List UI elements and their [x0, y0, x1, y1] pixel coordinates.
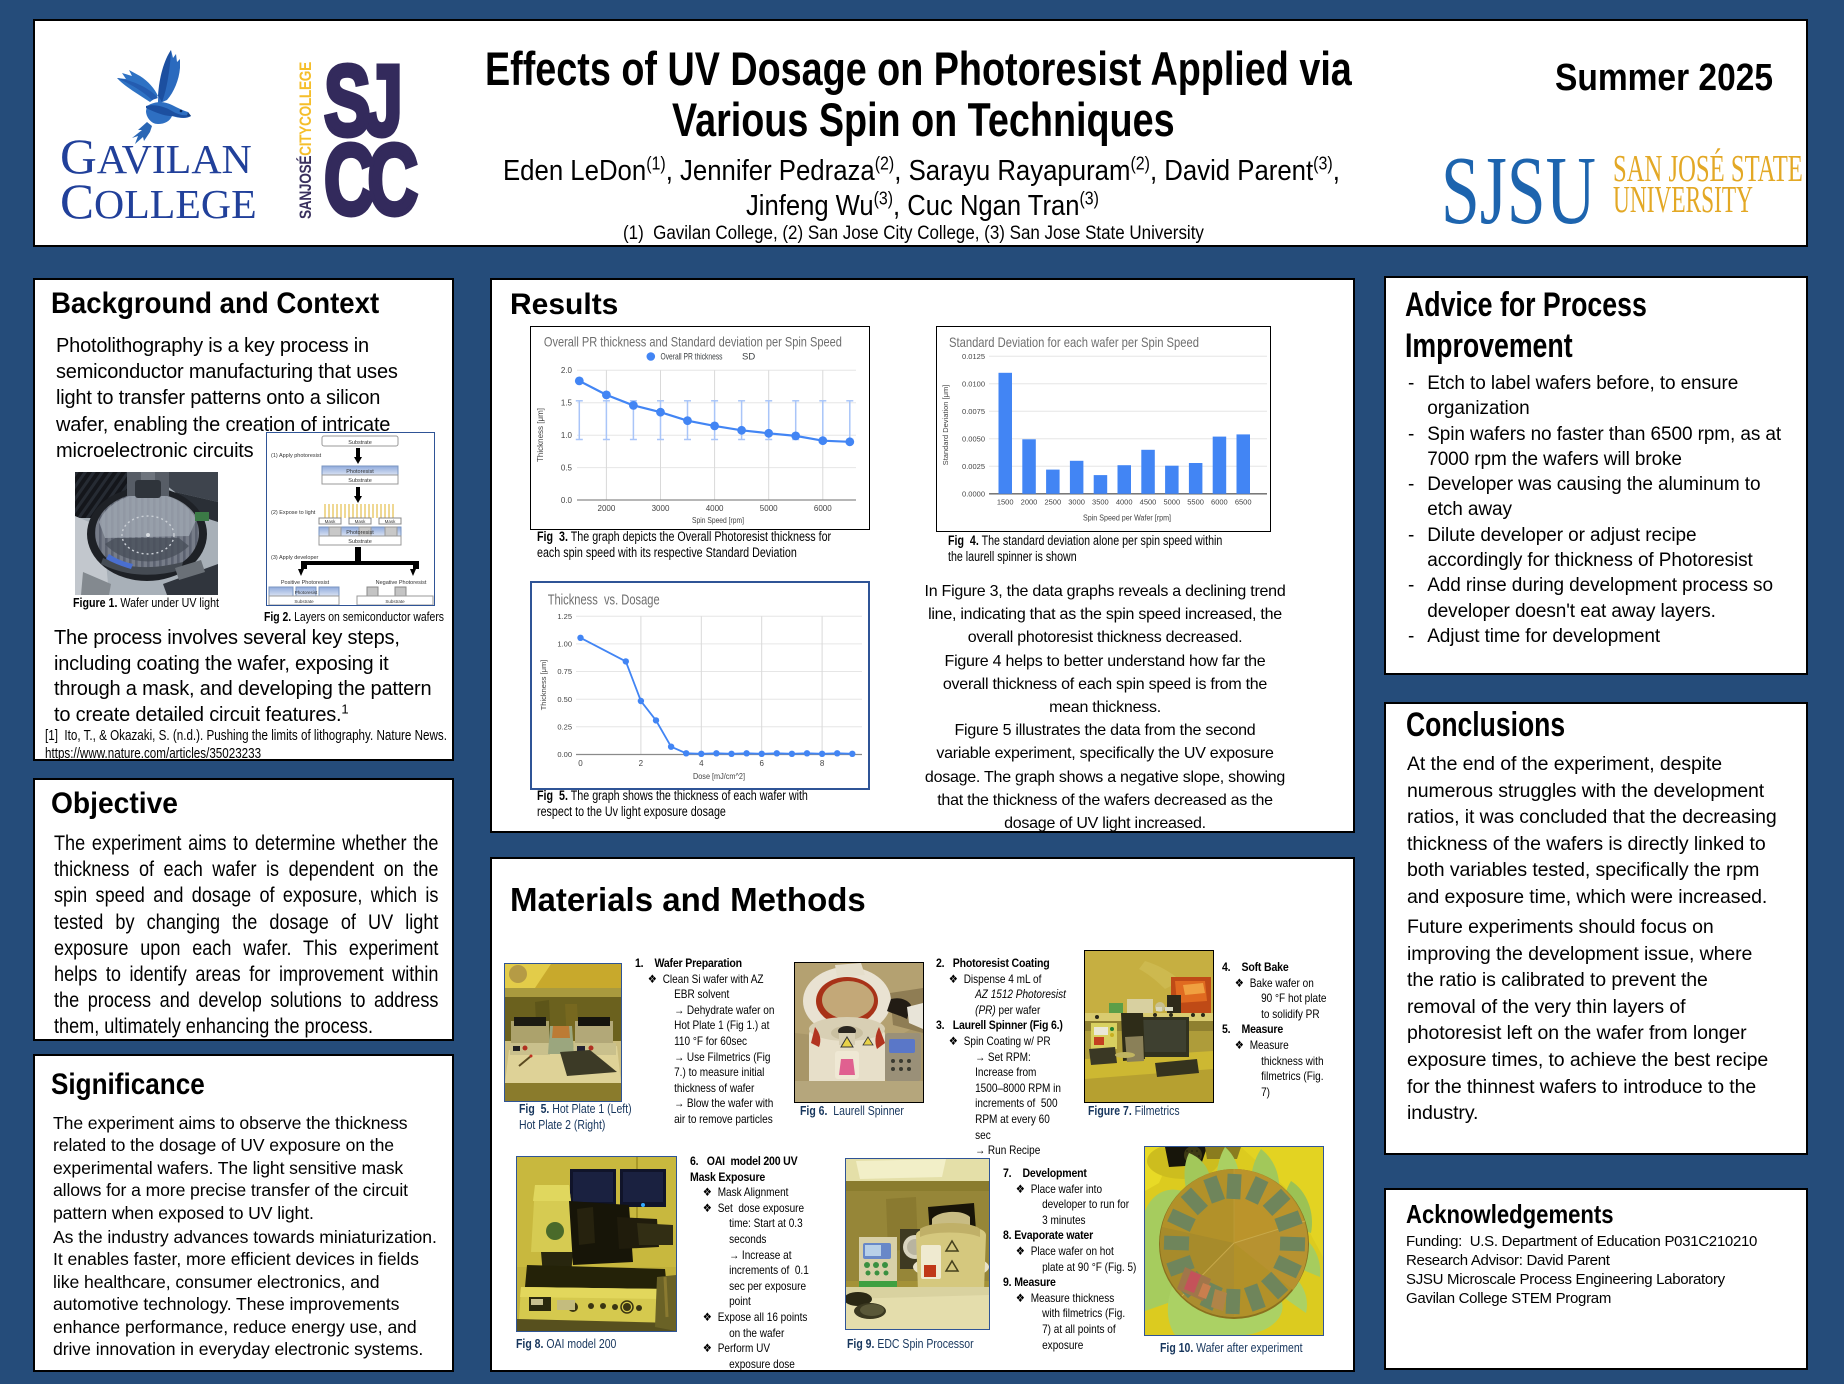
svg-text:5500: 5500	[1187, 498, 1204, 507]
svg-text:Substrate: Substrate	[294, 599, 314, 604]
svg-text:(2) Expose to light: (2) Expose to light	[271, 510, 316, 516]
svg-text:5000: 5000	[760, 504, 778, 513]
svg-text:Spin Speed per Wafer [rpm]: Spin Speed per Wafer [rpm]	[1083, 514, 1171, 523]
svg-text:2000: 2000	[1021, 498, 1038, 507]
svg-text:6000: 6000	[814, 504, 832, 513]
svg-text:0.0: 0.0	[561, 496, 573, 505]
svg-text:(1) Apply photoresist: (1) Apply photoresist	[271, 453, 322, 459]
svg-text:0.0125: 0.0125	[962, 352, 985, 361]
svg-text:Substrate: Substrate	[348, 440, 372, 446]
svg-text:Photoresist: Photoresist	[295, 590, 318, 595]
svg-text:Thickness [μm]: Thickness [μm]	[539, 660, 548, 711]
svg-text:0: 0	[578, 759, 583, 768]
svg-text:0.0075: 0.0075	[962, 407, 985, 416]
svg-text:3000: 3000	[652, 504, 670, 513]
svg-text:Thickness vs. Dosage: Thickness vs. Dosage	[548, 593, 660, 609]
svg-text:1500: 1500	[997, 498, 1014, 507]
svg-text:Photoresist: Photoresist	[346, 530, 374, 536]
svg-text:Thickness [μm]: Thickness [μm]	[536, 408, 545, 462]
svg-text:2500: 2500	[1044, 498, 1061, 507]
svg-text:0.0050: 0.0050	[962, 434, 985, 443]
svg-text:Substrate: Substrate	[348, 478, 372, 484]
svg-text:0.75: 0.75	[557, 667, 572, 676]
svg-text:0.0025: 0.0025	[962, 462, 985, 471]
svg-text:Negative Photoresist: Negative Photoresist	[376, 580, 427, 586]
svg-text:6500: 6500	[1235, 498, 1252, 507]
svg-text:Overall PR thickness and Stand: Overall PR thickness and Standard deviat…	[544, 333, 842, 349]
svg-text:2: 2	[639, 759, 644, 768]
svg-text:Mask: Mask	[385, 519, 397, 524]
svg-text:0.0000: 0.0000	[962, 489, 985, 498]
svg-text:Spin Speed [rpm]: Spin Speed [rpm]	[692, 515, 744, 525]
svg-text:0.25: 0.25	[557, 722, 572, 731]
svg-text:Mask: Mask	[325, 519, 337, 524]
svg-text:6000: 6000	[1211, 498, 1228, 507]
svg-text:Overall PR thickness: Overall PR thickness	[661, 352, 723, 363]
svg-text:2000: 2000	[598, 504, 616, 513]
svg-text:Dose [mJ/cm^2]: Dose [mJ/cm^2]	[693, 772, 745, 781]
svg-text:4: 4	[699, 759, 704, 768]
svg-text:4000: 4000	[706, 504, 724, 513]
svg-text:Photoresist: Photoresist	[346, 469, 374, 475]
svg-text:4500: 4500	[1140, 498, 1157, 507]
svg-text:1.5: 1.5	[561, 399, 573, 408]
svg-text:3000: 3000	[1068, 498, 1085, 507]
svg-text:Mask: Mask	[355, 519, 367, 524]
svg-text:Substrate: Substrate	[348, 539, 372, 545]
svg-text:0.5: 0.5	[561, 463, 573, 472]
svg-text:(3) Apply developer: (3) Apply developer	[271, 555, 319, 561]
svg-text:2.0: 2.0	[561, 366, 573, 375]
svg-text:5000: 5000	[1163, 498, 1180, 507]
svg-text:Standard Deviation for each wa: Standard Deviation for each wafer per Sp…	[949, 334, 1199, 350]
svg-text:1.25: 1.25	[557, 612, 572, 621]
svg-text:8: 8	[820, 759, 825, 768]
svg-text:4000: 4000	[1116, 498, 1133, 507]
svg-text:6: 6	[759, 759, 764, 768]
svg-text:SD: SD	[742, 352, 755, 363]
svg-text:0.50: 0.50	[557, 695, 572, 704]
svg-text:Positive Photoresist: Positive Photoresist	[281, 580, 330, 586]
svg-text:3500: 3500	[1092, 498, 1109, 507]
svg-text:Substrate: Substrate	[385, 599, 405, 604]
svg-text:1.00: 1.00	[557, 640, 572, 649]
svg-text:0.0100: 0.0100	[962, 379, 985, 388]
svg-text:1.0: 1.0	[561, 431, 573, 440]
svg-text:0.00: 0.00	[557, 750, 572, 759]
svg-text:Standard Deviation [μm]: Standard Deviation [μm]	[941, 385, 950, 466]
